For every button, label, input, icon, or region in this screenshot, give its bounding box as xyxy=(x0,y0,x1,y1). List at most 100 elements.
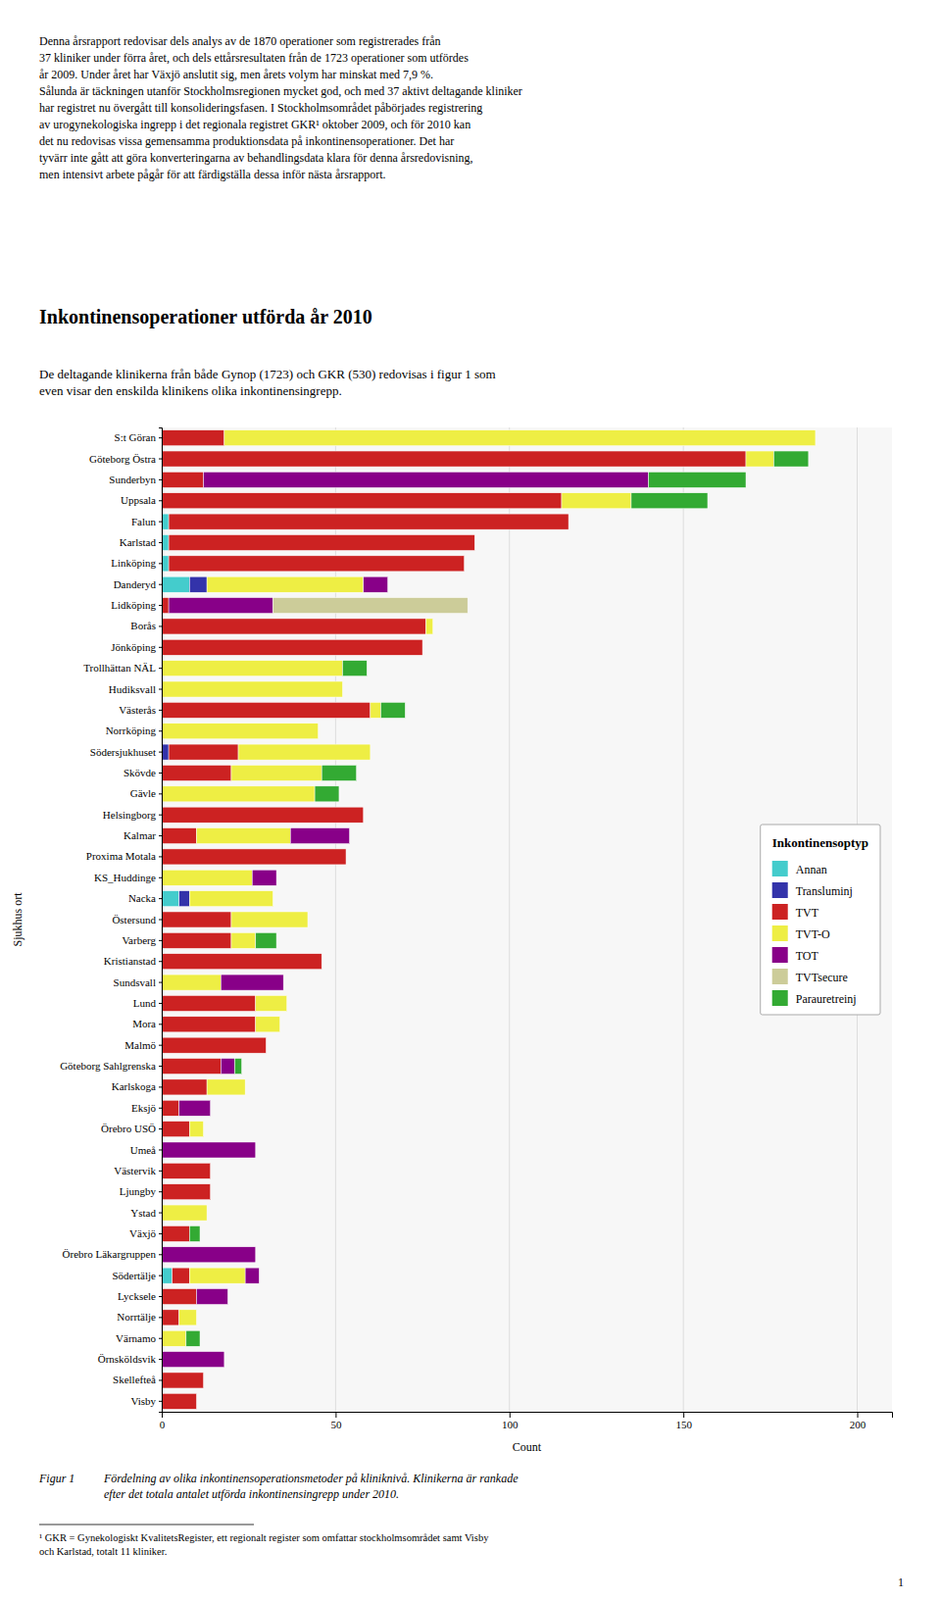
caption-label: Figur 1 xyxy=(38,1471,75,1486)
y-tick-label: KS_Huddinge xyxy=(94,871,156,884)
bar xyxy=(209,1184,211,1200)
bar xyxy=(161,618,427,635)
bar xyxy=(161,555,169,572)
bar xyxy=(342,660,367,677)
y-tick: S:t Göran xyxy=(114,431,162,444)
y-tick: Varberg xyxy=(121,934,162,946)
bar xyxy=(255,932,277,948)
bar xyxy=(362,806,364,823)
intro-line: Sålunda är täckningen utanför Stockholms… xyxy=(39,84,523,99)
series-bars xyxy=(161,430,816,1347)
bar xyxy=(773,450,808,467)
y-tick-mark xyxy=(158,1358,162,1360)
bar xyxy=(161,932,232,948)
y-tick: KS_Huddinge xyxy=(94,871,162,884)
bar xyxy=(179,1099,211,1116)
bar xyxy=(209,1184,211,1200)
y-axis-line xyxy=(158,428,163,1413)
bar xyxy=(220,974,284,991)
y-tick-mark xyxy=(158,689,162,691)
bar xyxy=(161,869,252,886)
bar xyxy=(196,828,291,844)
y-tick-mark xyxy=(158,709,162,711)
y-tick-label: Örebro USÖ xyxy=(100,1122,156,1135)
y-tick-label: Jönköping xyxy=(110,641,156,653)
bar xyxy=(245,1079,247,1095)
grid-line xyxy=(335,427,337,1412)
y-tick-label: Värnamo xyxy=(115,1332,156,1344)
y-tick: Kalmar xyxy=(123,829,162,842)
bar xyxy=(369,743,371,760)
y-tick-mark xyxy=(158,940,162,941)
y-tick-label: Lund xyxy=(133,996,157,1009)
bar xyxy=(254,1141,256,1158)
y-tick-mark xyxy=(158,897,162,899)
bar xyxy=(561,493,632,509)
bar xyxy=(362,806,364,823)
bar xyxy=(172,1267,191,1284)
caption-line: efter det totala antalet utförda inkonti… xyxy=(103,1486,399,1501)
bar xyxy=(370,701,382,718)
bar xyxy=(161,1267,173,1284)
bar xyxy=(224,430,816,446)
y-tick-label: Eksjö xyxy=(131,1101,157,1114)
bar xyxy=(161,597,169,614)
bar xyxy=(231,932,256,948)
bar xyxy=(206,1204,208,1221)
bar xyxy=(161,493,562,509)
intro-line: men intensivt arbete pågår för att färdi… xyxy=(39,167,387,182)
bar xyxy=(161,450,746,467)
y-tick: Borås xyxy=(130,619,162,632)
bar xyxy=(196,1392,198,1409)
y-tick-label: Ystad xyxy=(130,1206,156,1219)
bar xyxy=(161,1058,221,1075)
bar xyxy=(161,576,190,593)
y-tick: Västerås xyxy=(118,703,162,716)
y-tick-label: Kalmar xyxy=(123,829,156,842)
bar xyxy=(568,513,570,530)
y-tick: Umeå xyxy=(130,1142,162,1155)
y-tick: Östersund xyxy=(111,913,162,926)
bar xyxy=(161,1246,256,1263)
bar xyxy=(348,828,350,844)
bar xyxy=(161,911,232,928)
bar xyxy=(161,1330,187,1346)
bar xyxy=(220,1058,235,1075)
y-tick: Västervik xyxy=(113,1164,162,1177)
y-tick-mark xyxy=(158,604,162,606)
intro-line: Denna årsrapport redovisar dels analys a… xyxy=(39,34,442,49)
bar xyxy=(286,994,288,1011)
bar xyxy=(254,1246,256,1263)
legend-swatch xyxy=(772,903,789,920)
bar xyxy=(209,1162,211,1179)
bar xyxy=(202,1372,204,1388)
bar xyxy=(346,848,347,865)
y-tick-label: Linköping xyxy=(110,556,156,569)
bar xyxy=(265,1037,267,1053)
footnote-line: ¹ GKR = Gynekologiskt KvalitetsRegister,… xyxy=(39,1532,490,1543)
y-tick-label: Södertälje xyxy=(111,1269,156,1282)
bar xyxy=(161,994,256,1011)
y-tick-mark xyxy=(158,751,162,753)
y-tick-label: Malmö xyxy=(124,1039,156,1051)
x-tick-mark xyxy=(509,1411,511,1418)
bar xyxy=(272,891,274,907)
bar xyxy=(189,1225,200,1241)
bar xyxy=(161,1288,197,1305)
series-bars xyxy=(161,471,649,1367)
bar xyxy=(314,786,340,802)
bar xyxy=(196,1309,198,1326)
y-tick-label: Mora xyxy=(132,1017,156,1030)
bar xyxy=(189,891,273,907)
bar xyxy=(161,764,232,781)
bar xyxy=(422,639,424,655)
bar xyxy=(432,618,434,635)
bar xyxy=(209,1099,211,1116)
x-tick: 150 xyxy=(675,1411,693,1431)
page: Denna årsrapport redovisar dels analys a… xyxy=(0,0,941,1600)
bar xyxy=(387,576,389,593)
x-tick-label: 200 xyxy=(849,1418,867,1431)
bar xyxy=(432,618,434,635)
bar xyxy=(342,681,344,697)
y-tick-label: Sunderbyn xyxy=(108,473,156,486)
